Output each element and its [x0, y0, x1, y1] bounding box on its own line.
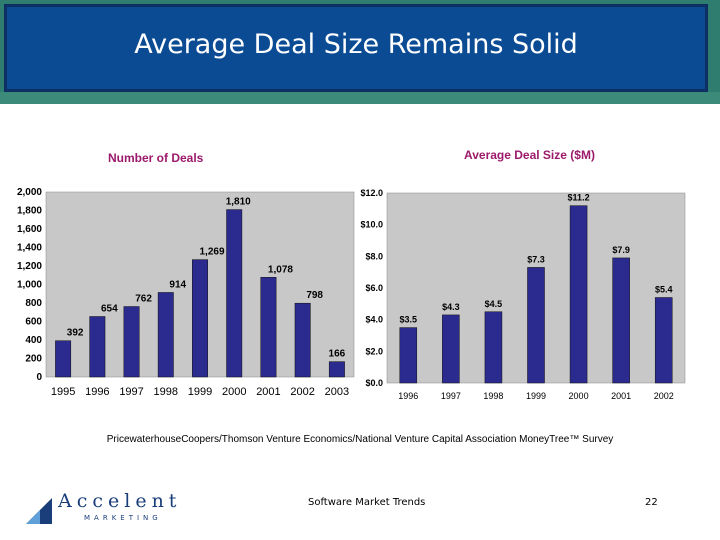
y-tick-label: 1,200: [17, 261, 42, 272]
accelent-logo: Accelent MARKETING: [24, 490, 184, 530]
x-tick-label: 2001: [611, 391, 631, 401]
bar: [157, 292, 174, 378]
x-tick-label: 1997: [119, 386, 143, 398]
x-tick-label: 1998: [483, 391, 503, 401]
bar: [294, 302, 311, 378]
y-tick-label: 400: [25, 335, 42, 346]
y-tick-label: $2.0: [365, 346, 383, 356]
y-tick-label: $6.0: [365, 283, 383, 293]
page-number: 22: [645, 497, 658, 508]
chart2-title: Average Deal Size ($M): [464, 148, 595, 162]
bar: [123, 306, 140, 378]
bar: [260, 277, 277, 378]
x-tick-label: 2002: [290, 386, 314, 398]
y-tick-label: $4.0: [365, 315, 383, 325]
y-tick-label: 1,000: [17, 280, 42, 291]
y-tick-label: 1,800: [17, 206, 42, 217]
x-tick-label: 2001: [256, 386, 280, 398]
x-tick-label: 2000: [222, 386, 246, 398]
data-label: $3.5: [400, 315, 418, 325]
y-tick-label: $10.0: [360, 220, 383, 230]
source-note: PricewaterhouseCoopers/Thomson Venture E…: [106, 434, 614, 445]
y-tick-label: $12.0: [360, 188, 383, 198]
x-tick-label: 2002: [654, 391, 674, 401]
y-tick-label: 200: [25, 354, 42, 365]
data-label: 762: [135, 294, 152, 305]
bar: [328, 361, 345, 378]
bar: [192, 259, 208, 378]
deals-chart: 0 200 400 600 800 1,000 1,200 1,400 1,600 1,800 2,…: [17, 187, 355, 398]
data-label: $5.4: [655, 285, 673, 295]
y-tick-label: $8.0: [365, 251, 383, 261]
y-tick-label: 2,000: [17, 187, 42, 198]
data-label: 654: [101, 304, 118, 315]
slide-title: Average Deal Size Remains Solid: [134, 29, 578, 60]
data-label: 1,269: [199, 247, 224, 258]
x-tick-label: 1996: [398, 391, 418, 401]
y-tick-label: 800: [25, 298, 42, 309]
bar: [442, 314, 460, 384]
data-label: 914: [169, 279, 186, 290]
x-tick-label: 1997: [441, 391, 461, 401]
x-tick-label: 1996: [85, 386, 109, 398]
x-tick-label: 1999: [526, 391, 546, 401]
bar: [399, 327, 418, 384]
bar: [89, 316, 106, 378]
bar: [226, 209, 243, 378]
y-tick-label: 0: [36, 372, 42, 383]
bar: [612, 257, 630, 384]
data-label: 798: [306, 290, 323, 301]
title-underline-band: [0, 92, 720, 104]
data-label: $7.9: [612, 245, 630, 255]
bar: [484, 311, 503, 384]
x-tick-label: 1999: [188, 386, 212, 398]
y-tick-label: $0.0: [365, 378, 383, 388]
data-label: 166: [329, 349, 346, 360]
data-label: 392: [67, 328, 84, 339]
logo-name: Accelent: [58, 490, 182, 512]
bar: [527, 267, 545, 384]
bar: [654, 297, 673, 384]
x-tick-label: 2003: [325, 386, 349, 398]
logo-tagline: MARKETING: [84, 514, 162, 522]
chart1-title: Number of Deals: [108, 151, 204, 165]
footer-center-text: Software Market Trends: [308, 497, 426, 508]
data-label: 1,078: [268, 264, 293, 275]
data-label: $4.5: [485, 299, 503, 309]
data-label: $7.3: [527, 254, 545, 264]
bar: [569, 205, 588, 384]
bar: [55, 340, 72, 378]
data-label: $11.2: [568, 193, 590, 203]
y-tick-label: 600: [25, 317, 42, 328]
title-box: Average Deal Size Remains Solid: [4, 4, 708, 92]
deal-size-chart: $0.0 $2.0 $4.0 $6.0 $8.0 $10.0 $12.0 $3.5 1996 $4…: [360, 188, 686, 401]
x-tick-label: 1998: [154, 386, 178, 398]
data-label: $4.3: [442, 302, 460, 312]
y-tick-label: 1,600: [17, 224, 42, 235]
y-tick-label: 1,400: [17, 243, 42, 254]
x-tick-label: 1995: [51, 386, 75, 398]
x-tick-label: 2000: [569, 391, 589, 401]
data-label: 1,810: [226, 197, 251, 208]
logo-mark-icon: [26, 498, 52, 524]
